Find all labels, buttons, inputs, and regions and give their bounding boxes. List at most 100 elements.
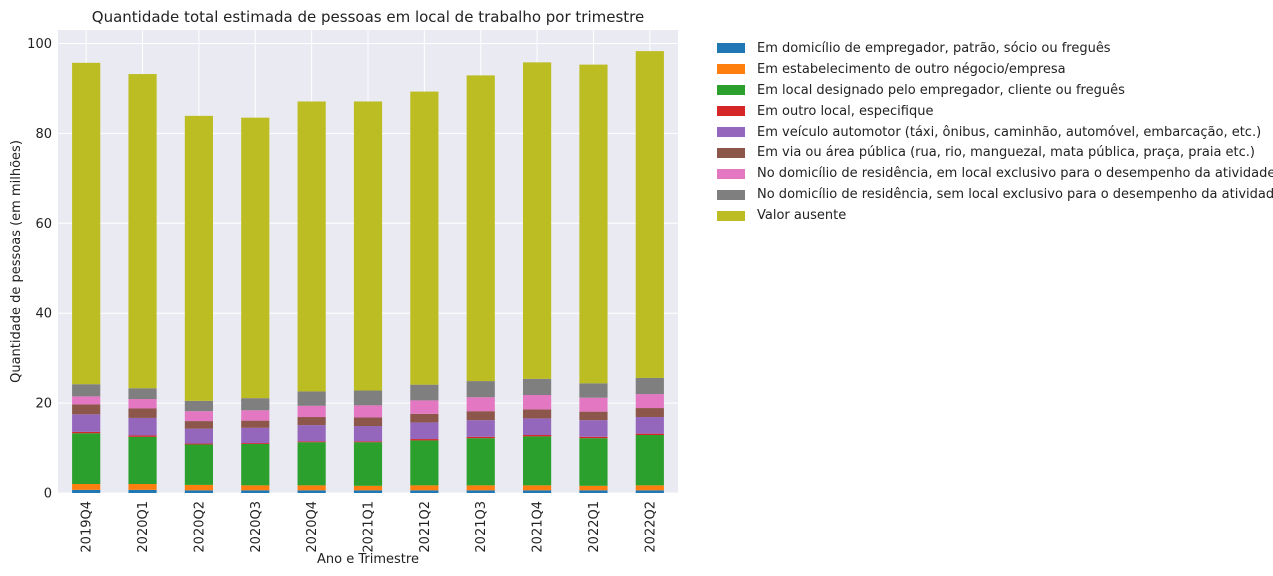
- bar-stack-2020Q2: [184, 115, 213, 493]
- bar-segment: [241, 427, 270, 444]
- legend-item: Em outro local, especifique: [717, 101, 1273, 122]
- bar-stack-2020Q3: [241, 117, 270, 493]
- bar-segment: [184, 490, 213, 493]
- bar-segment: [466, 438, 495, 486]
- bar-segment: [72, 431, 101, 434]
- legend-swatch: [717, 43, 745, 54]
- y-axis-title: Quantidade de pessoas (em milhões): [9, 140, 24, 383]
- bar-segment: [72, 404, 101, 415]
- bar-segment: [635, 417, 664, 434]
- y-tick-label: 80: [35, 127, 52, 142]
- bar-stack-2020Q4: [297, 101, 326, 493]
- bar-segment: [410, 490, 439, 493]
- x-tick-label: 2021Q3: [474, 501, 489, 553]
- y-tick-label: 100: [27, 37, 52, 52]
- bar-segment: [184, 115, 213, 401]
- bar-segment: [579, 64, 608, 384]
- bar-segment: [410, 422, 439, 440]
- bar-segment: [635, 408, 664, 418]
- bar-segment: [410, 485, 439, 491]
- bar-stack-2021Q4: [523, 62, 552, 493]
- bar-segment: [184, 428, 213, 444]
- bar-segment: [297, 417, 326, 426]
- bar-segment: [410, 440, 439, 486]
- bar-segment: [523, 395, 552, 410]
- bar-segment: [297, 425, 326, 442]
- bar-stack-2019Q4: [72, 62, 101, 493]
- bar-stack-2020Q1: [128, 74, 157, 493]
- bar-segment: [72, 384, 101, 397]
- bar-segment: [184, 411, 213, 422]
- legend-label: Em estabelecimento de outro négocio/empr…: [757, 61, 1066, 77]
- bar-segment: [466, 420, 495, 437]
- bar-segment: [128, 435, 157, 437]
- legend-swatch: [717, 64, 745, 75]
- bar-segment: [128, 408, 157, 418]
- legend-item: Em domicílio de empregador, patrão, sóci…: [717, 38, 1273, 59]
- bar-segment: [410, 91, 439, 385]
- bar-segment: [128, 436, 157, 485]
- x-tick-label: 2020Q4: [305, 501, 320, 553]
- bar-segment: [184, 443, 213, 445]
- bar-segment: [466, 381, 495, 398]
- bar-segment: [72, 396, 101, 405]
- x-tick-label: 2021Q1: [362, 501, 377, 553]
- bar-stack-2021Q1: [353, 101, 383, 493]
- bar-segment: [297, 391, 326, 406]
- x-tick-label: 2021Q2: [418, 501, 433, 553]
- legend-label: Valor ausente: [757, 208, 847, 224]
- bar-segment: [353, 405, 383, 418]
- bar-segment: [353, 442, 383, 486]
- bar-segment: [353, 485, 383, 491]
- bar-segment: [579, 436, 608, 439]
- bar-segment: [523, 378, 552, 396]
- bar-segment: [128, 399, 157, 409]
- bar-segment: [466, 75, 495, 382]
- legend-swatch: [717, 85, 745, 96]
- legend-item: Em via ou área pública (rua, rio, mangue…: [717, 142, 1273, 163]
- bar-segment: [635, 377, 664, 395]
- bar-segment: [128, 388, 157, 400]
- bar-segment: [353, 390, 383, 406]
- bar-segment: [128, 484, 157, 490]
- x-tick-label: 2019Q4: [80, 501, 95, 553]
- legend-item: No domicílio de residência, em local exc…: [717, 163, 1273, 184]
- y-tick-label: 20: [35, 397, 52, 412]
- bar-segment: [579, 438, 608, 486]
- bar-segment: [184, 400, 213, 412]
- bar-segment: [297, 441, 326, 443]
- bar-segment: [353, 490, 383, 493]
- y-axis-ticks: 0 20 40 60 80 100: [27, 37, 52, 502]
- bar-segment: [241, 490, 270, 493]
- bar-segment: [128, 417, 157, 436]
- bar-segment: [410, 413, 439, 423]
- legend-item: Em local designado pelo empregador, clie…: [717, 80, 1273, 101]
- bar-segment: [523, 409, 552, 419]
- bar-segment: [353, 101, 383, 391]
- bar-segment: [523, 485, 552, 491]
- bar-segment: [635, 490, 664, 493]
- bar-segment: [241, 398, 270, 411]
- bar-segment: [635, 394, 664, 409]
- bar-segment: [579, 490, 608, 493]
- bar-segment: [128, 489, 157, 493]
- bar-segment: [579, 485, 608, 491]
- bar-segment: [523, 418, 552, 436]
- bar-segment: [241, 410, 270, 421]
- bar-segment: [466, 397, 495, 412]
- bar-segment: [410, 384, 439, 401]
- legend-swatch: [717, 168, 745, 179]
- bar-segment: [297, 101, 326, 392]
- bar-segment: [72, 489, 101, 493]
- bar-segment: [72, 433, 101, 485]
- bar-segment: [353, 441, 383, 443]
- x-tick-label: 2022Q1: [587, 501, 602, 553]
- y-tick-label: 0: [44, 487, 52, 502]
- bar-segment: [523, 62, 552, 379]
- legend-swatch: [717, 127, 745, 137]
- legend-label: No domicílio de residência, sem local ex…: [757, 187, 1273, 203]
- bar-segment: [466, 436, 495, 439]
- bar-segment: [128, 74, 157, 389]
- bar-stack-2021Q3: [466, 75, 495, 493]
- legend-item: Valor ausente: [717, 205, 1273, 226]
